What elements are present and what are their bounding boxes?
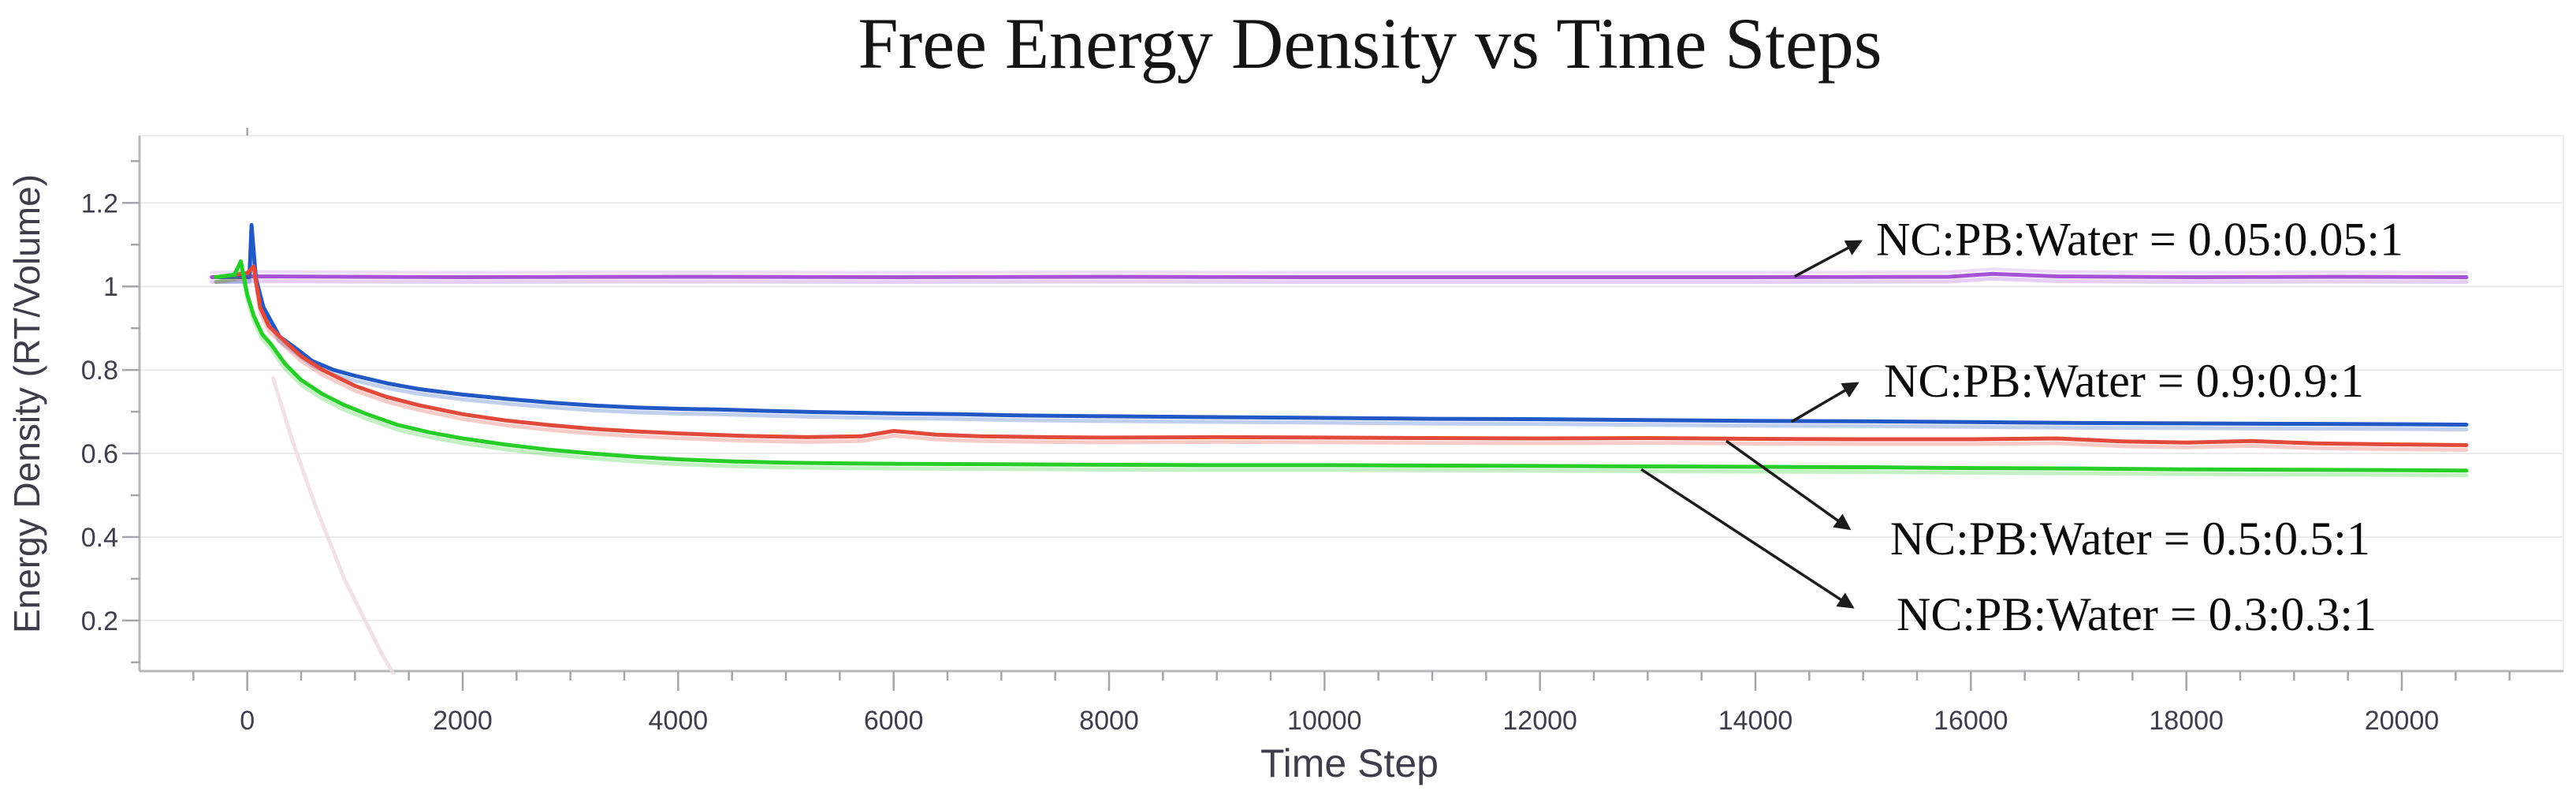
series-line-4 <box>214 259 2469 473</box>
x-tick-label: 20000 <box>2365 706 2440 736</box>
annotation-arrow-2 <box>1790 382 1859 423</box>
x-tick-label: 14000 <box>1718 706 1793 736</box>
x-tick-label: 2000 <box>433 706 493 736</box>
x-tick-label: 4000 <box>649 706 709 736</box>
y-axis-title: Energy Density (RT/Volume) <box>6 174 47 633</box>
x-tick-label: 10000 <box>1287 706 1362 736</box>
y-tick-label: 0.6 <box>81 439 118 469</box>
series-halo <box>210 267 2468 274</box>
series-annotation-label-4: NC:PB:Water = 0.3:0.3:1 <box>1897 588 2377 640</box>
x-tick-label: 6000 <box>864 706 924 736</box>
series-halo <box>214 269 2469 452</box>
x-tick-label: 0 <box>240 706 255 736</box>
series-line-1 <box>210 271 2469 279</box>
x-tick-label: 12000 <box>1502 706 1577 736</box>
series-layer <box>210 222 2469 674</box>
axis-layer: 0.2 0.4 0.6 0.8 1 1.2 0 2000 4000 6000 8000 10000 12… <box>81 128 2563 736</box>
series-halo <box>210 276 2469 284</box>
annotation-arrow-3 <box>1725 439 1852 531</box>
x-tick-label: 8000 <box>1079 706 1139 736</box>
chart-title: Free Energy Density vs Time Steps <box>858 3 1882 84</box>
x-tick-label: 18000 <box>2149 706 2224 736</box>
series-annotation-label-3: NC:PB:Water = 0.5:0.5:1 <box>1890 513 2370 565</box>
x-axis-title: Time Step <box>1260 741 1439 785</box>
y-tick-label: 1.2 <box>81 188 118 218</box>
series-annotation-label-1: NC:PB:Water = 0.05:0.05:1 <box>1876 213 2403 265</box>
annotation-arrow-1 <box>1794 240 1863 278</box>
series-halo <box>214 263 2469 478</box>
y-tick-label: 0.8 <box>81 356 118 386</box>
ghost-artifact-line <box>271 376 396 674</box>
annotation-arrow-4 <box>1640 468 1855 609</box>
y-tick-label: 0.2 <box>81 606 118 636</box>
y-tick-label: 1 <box>103 272 118 302</box>
y-tick-label: 0.4 <box>81 523 118 553</box>
series-annotation-label-2: NC:PB:Water = 0.9:0.9:1 <box>1884 355 2364 407</box>
series-line-2 <box>214 222 2469 427</box>
annotation-layer: NC:PB:Water = 0.05:0.05:1 NC:PB:Water = 0… <box>1640 213 2403 640</box>
x-tick-label: 16000 <box>1934 706 2008 736</box>
series-line-3 <box>214 264 2469 447</box>
